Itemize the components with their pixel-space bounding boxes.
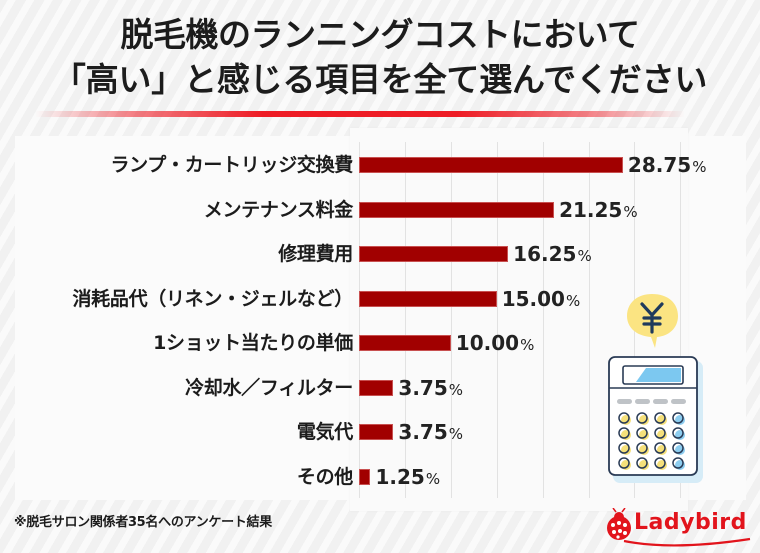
bar-label: 消耗品代（リネン・ジェルなど） [72, 287, 353, 310]
bar-label: メンテナンス料金 [203, 198, 354, 221]
bar-value-label: 15.00% [502, 287, 581, 311]
bar-value-number: 3.75 [398, 375, 448, 400]
bar-value-label: 3.75% [398, 420, 463, 444]
bar-value-label: 10.00% [456, 331, 535, 355]
bar-label: その他 [296, 465, 353, 488]
yen-bubble-icon [627, 294, 678, 348]
logo-swoosh [623, 537, 751, 547]
gridline [680, 142, 682, 498]
bar-row: 電気代 3.75% [0, 420, 760, 444]
bar-value-unit: % [623, 202, 638, 221]
gridline [542, 142, 544, 498]
bar-value-unit: % [425, 469, 441, 488]
title-underline [35, 111, 685, 117]
bar-value-number: 16.25 [513, 242, 577, 266]
gridline [359, 142, 360, 498]
survey-footnote: ※脱毛サロン関係者35名へのアンケート結果 [14, 515, 272, 530]
bar-label: 修理費用 [278, 243, 353, 265]
bar-value-number: 10.00 [455, 331, 520, 355]
bar-value-label: 3.75% [398, 376, 463, 400]
calculator-icon [608, 356, 703, 483]
gridline [496, 142, 498, 498]
bar-value-number: 21.25 [559, 197, 623, 222]
gridline [450, 142, 452, 498]
bar [359, 157, 623, 173]
bar-value-unit: % [577, 247, 592, 265]
ladybug-icon [607, 508, 631, 540]
bar [359, 379, 394, 396]
ladybird-logo: Ladybird [604, 508, 752, 548]
bar [359, 468, 371, 485]
bar-value-number: 28.75 [627, 153, 692, 177]
bar-value-label: 16.25% [513, 242, 592, 266]
bar [359, 290, 497, 307]
bar-label: 冷却水／フィルター [185, 376, 353, 399]
bar-row: 消耗品代（リネン・ジェルなど） 15.00% [0, 287, 760, 311]
bar-label: 1ショット当たりの単価 [153, 332, 353, 354]
gridline [588, 142, 590, 498]
bar-row: 1ショット当たりの単価 10.00% [0, 331, 760, 355]
bar-value-number: 1.25 [375, 464, 425, 489]
bar-value-unit: % [520, 336, 535, 354]
gridline [404, 142, 406, 498]
chart-title-line-2: 「高い」と感じる項目を全て選んでください [52, 60, 708, 99]
bar-row: 修理費用 16.25% [0, 242, 760, 266]
bar-label: ランプ・カートリッジ交換費 [110, 154, 353, 176]
bar-value-unit: % [565, 291, 581, 310]
bar-value-label: 28.75% [628, 153, 707, 177]
bar-value-unit: % [692, 158, 707, 176]
bar-value-number: 3.75 [398, 420, 448, 444]
logo-text: Ladybird [634, 510, 747, 535]
bar-value-label: 21.25% [559, 198, 638, 222]
bar-value-number: 15.00 [501, 286, 565, 311]
bar-row: メンテナンス料金 21.25% [0, 198, 760, 222]
bar-value-unit: % [448, 380, 464, 399]
bar-row: 冷却水／フィルター 3.75% [0, 376, 760, 400]
bar [359, 201, 555, 218]
bar-label: 電気代 [296, 421, 353, 443]
bar [359, 424, 394, 440]
bar-row: ランプ・カートリッジ交換費 28.75% [0, 153, 760, 177]
bar-value-label: 1.25% [375, 465, 440, 489]
bar [359, 246, 509, 262]
bar [359, 335, 451, 351]
bar-value-unit: % [448, 425, 464, 443]
chart-title-line-1: 脱毛機のランニングコストにおいて [120, 15, 640, 54]
bar-row: その他 1.25% [0, 465, 760, 489]
